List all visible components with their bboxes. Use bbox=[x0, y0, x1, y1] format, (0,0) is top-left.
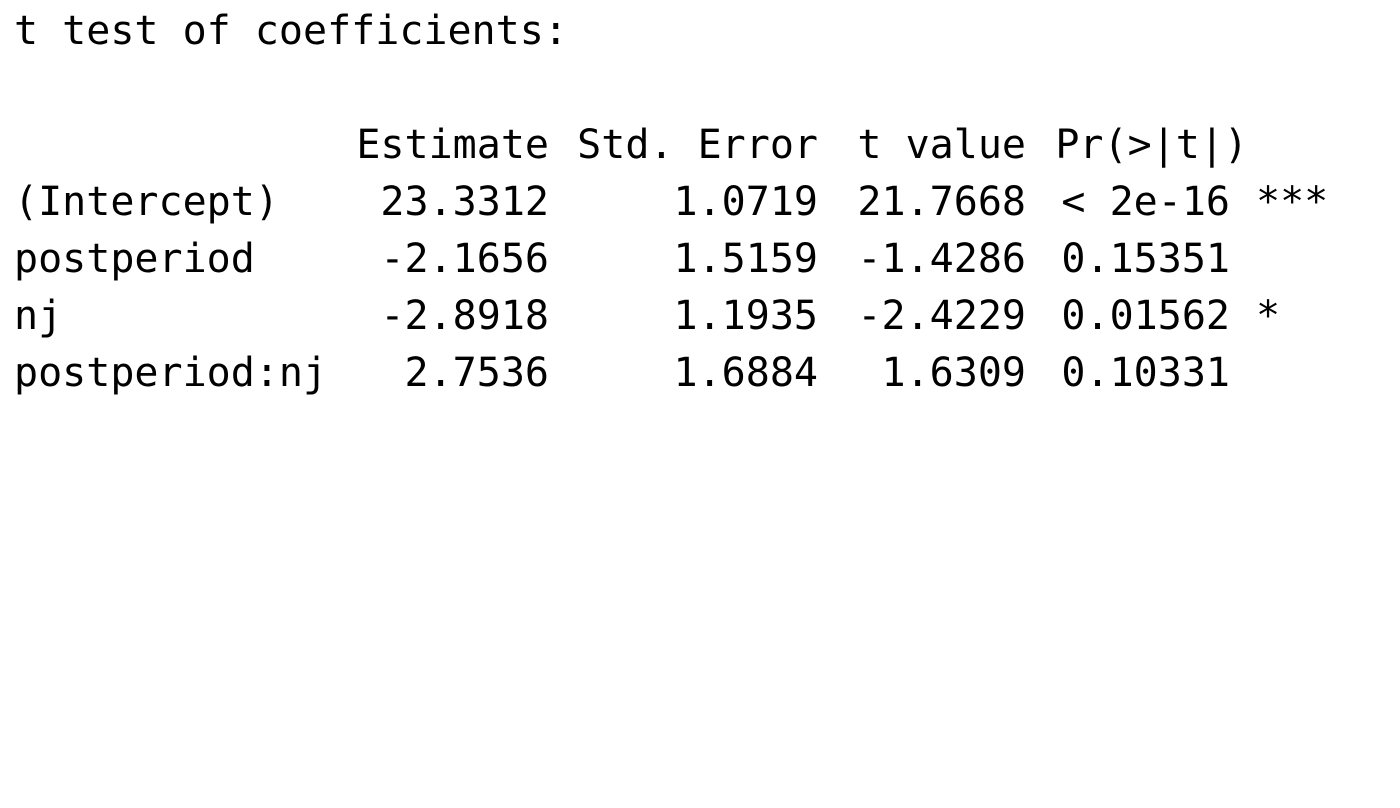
row-std-error: 1.1935 bbox=[673, 293, 819, 339]
row-t-value: 1.6309 bbox=[881, 350, 1027, 396]
header-p-value: Pr(>|t|) bbox=[1055, 122, 1248, 168]
row-estimate: -2.8918 bbox=[380, 293, 549, 339]
table-row: postperiod -2.1656 1.5159 -1.4286 0.1535… bbox=[14, 230, 1394, 288]
row-term-name: postperiod:nj bbox=[14, 350, 328, 396]
row-p-value: 0.01562 bbox=[1061, 293, 1230, 339]
row-term-name: nj bbox=[14, 293, 63, 339]
table-row: (Intercept) 23.3312 1.0719 21.7668 < 2e-… bbox=[14, 173, 1394, 231]
coefficient-table-header: Estimate Std. Error t value Pr(>|t|) bbox=[14, 116, 1394, 174]
row-estimate: 2.7536 bbox=[404, 350, 550, 396]
output-title: t test of coefficients: bbox=[14, 8, 568, 54]
row-t-value: -1.4286 bbox=[857, 236, 1026, 282]
row-std-error: 1.0719 bbox=[673, 179, 819, 225]
table-row: nj -2.8918 1.1935 -2.4229 0.01562 * bbox=[14, 287, 1394, 345]
row-term-name: (Intercept) bbox=[14, 179, 279, 225]
row-significance-stars: * bbox=[1256, 293, 1281, 339]
header-t-value: t value bbox=[857, 122, 1026, 168]
header-std-error: Std. Error bbox=[577, 122, 818, 168]
row-estimate: 23.3312 bbox=[380, 179, 549, 225]
row-t-value: 21.7668 bbox=[857, 179, 1026, 225]
row-t-value: -2.4229 bbox=[857, 293, 1026, 339]
table-row: postperiod:nj 2.7536 1.6884 1.6309 0.103… bbox=[14, 344, 1394, 402]
header-estimate: Estimate bbox=[356, 122, 549, 168]
row-std-error: 1.5159 bbox=[673, 236, 819, 282]
console-output: t test of coefficients: Estimate Std. Er… bbox=[14, 0, 1394, 470]
row-term-name: postperiod bbox=[14, 236, 255, 282]
row-p-value: 0.10331 bbox=[1061, 350, 1230, 396]
row-p-value: 0.15351 bbox=[1061, 236, 1230, 282]
row-significance-stars: *** bbox=[1256, 179, 1329, 225]
row-p-value: < 2e-16 bbox=[1061, 179, 1230, 225]
row-estimate: -2.1656 bbox=[380, 236, 549, 282]
row-std-error: 1.6884 bbox=[673, 350, 819, 396]
